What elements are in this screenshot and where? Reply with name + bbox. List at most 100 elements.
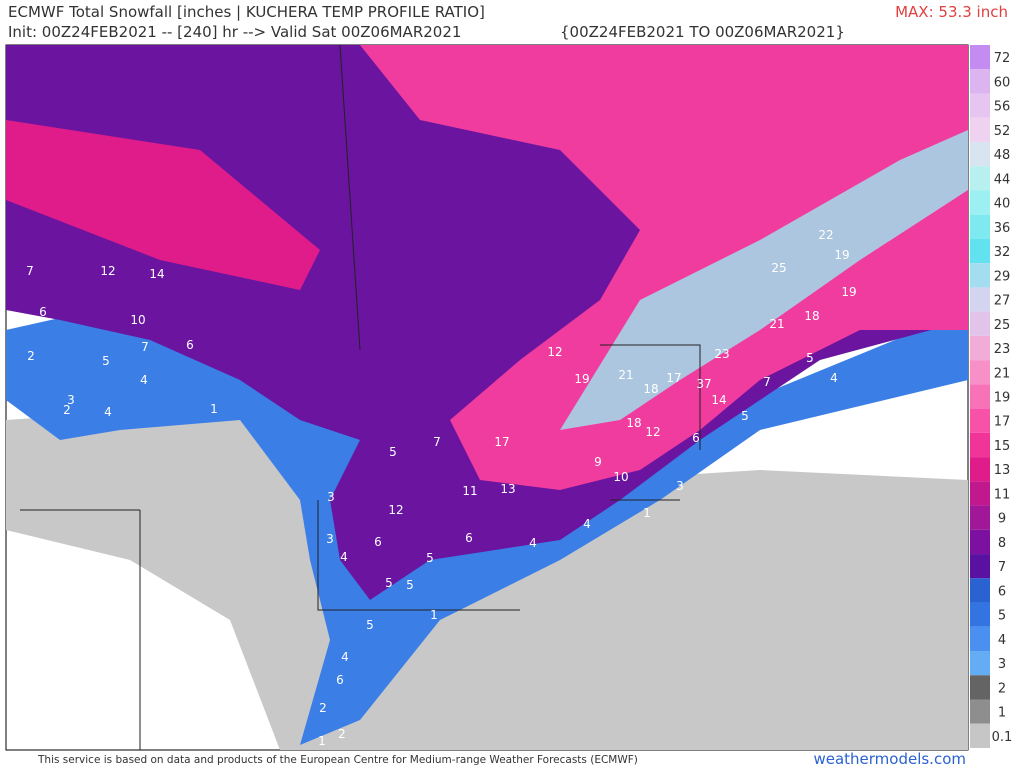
map-label: 21	[769, 317, 784, 331]
colorbar-swatch	[970, 602, 990, 627]
map-label: 1	[643, 506, 651, 520]
colorbar-swatch	[970, 578, 990, 603]
colorbar-label: 6	[998, 584, 1006, 599]
colorbar-label: 1	[998, 706, 1006, 721]
colorbar-label: 17	[994, 415, 1011, 430]
map-label: 4	[830, 371, 838, 385]
colorbar-swatch	[970, 263, 990, 288]
colorbar-swatch	[970, 481, 990, 506]
map-label: 3	[327, 490, 335, 504]
colorbar-label: 36	[994, 221, 1011, 236]
colorbar-label: 52	[994, 124, 1011, 139]
colorbar-label: 5	[998, 609, 1006, 624]
map-label: 6	[374, 535, 382, 549]
map-label: 3	[326, 532, 334, 546]
map-label: 1	[318, 734, 326, 748]
map-label: 6	[39, 305, 47, 319]
colorbar-label: 56	[994, 100, 1011, 115]
colorbar-swatch	[970, 384, 990, 409]
colorbar-label: 15	[994, 439, 1011, 454]
map-label: 4	[140, 373, 148, 387]
map-label: 4	[340, 550, 348, 564]
map-label: 14	[711, 393, 726, 407]
map-label: 6	[465, 531, 473, 545]
colorbar-swatch	[970, 408, 990, 433]
map-label: 21	[618, 368, 633, 382]
extreme-snow-area	[560, 130, 968, 430]
colorbar-swatch	[970, 311, 990, 336]
credit: This service is based on data and produc…	[37, 754, 638, 766]
colorbar-swatch	[970, 190, 990, 215]
map	[5, 44, 969, 751]
map-label: 19	[834, 248, 849, 262]
colorbar-label: 23	[994, 342, 1011, 357]
map-label: 23	[714, 347, 729, 361]
colorbar-swatch	[970, 554, 990, 579]
colorbar-label: 0.1	[992, 730, 1013, 745]
map-label: 18	[804, 309, 819, 323]
map-label: 4	[341, 650, 349, 664]
map-label: 5	[426, 551, 434, 565]
map-label: 6	[186, 338, 194, 352]
colorbar-swatch	[970, 457, 990, 482]
heavy-snow-area-west	[6, 120, 320, 290]
map-label: 12	[100, 264, 115, 278]
map-label: 14	[149, 267, 164, 281]
map-label: 37	[696, 377, 711, 391]
map-label: 19	[574, 372, 589, 386]
colorbar-swatch	[970, 505, 990, 530]
map-label: 18	[643, 382, 658, 396]
map-label: 9	[594, 455, 602, 469]
period: {00Z24FEB2021 TO 00Z06MAR2021}	[560, 23, 845, 41]
colorbar-label: 13	[994, 463, 1011, 478]
title: ECMWF Total Snowfall [inches | KUCHERA T…	[8, 3, 485, 21]
map-label: 4	[529, 536, 537, 550]
map-label: 12	[645, 425, 660, 439]
site[interactable]: weathermodels.com	[813, 750, 966, 768]
colorbar: 7260565248444036322927252321191715131198…	[970, 45, 1012, 748]
map-label: 5	[102, 354, 110, 368]
map-label: 5	[741, 409, 749, 423]
colorbar-swatch	[970, 214, 990, 239]
colorbar-label: 19	[994, 391, 1011, 406]
map-label: 17	[666, 371, 681, 385]
colorbar-label: 4	[998, 633, 1006, 648]
map-label: 7	[26, 264, 34, 278]
max-value: MAX: 53.3 inch	[895, 3, 1008, 21]
colorbar-label: 27	[994, 294, 1011, 309]
map-label: 18	[626, 416, 641, 430]
colorbar-label: 29	[994, 269, 1011, 284]
colorbar-swatch	[970, 166, 990, 191]
map-label: 12	[547, 345, 562, 359]
colorbar-label: 48	[994, 148, 1011, 163]
map-label: 6	[692, 431, 700, 445]
colorbar-swatch	[970, 141, 990, 167]
colorbar-label: 21	[994, 366, 1011, 381]
colorbar-label: 44	[994, 172, 1011, 187]
colorbar-label: 11	[994, 487, 1011, 502]
map-label: 2	[63, 403, 71, 417]
colorbar-swatch	[970, 238, 990, 264]
map-label: 10	[130, 313, 145, 327]
colorbar-swatch	[970, 675, 990, 700]
colorbar-swatch	[970, 287, 990, 312]
map-label: 3	[67, 393, 75, 407]
colorbar-swatch	[970, 69, 990, 94]
map-label: 1	[430, 608, 438, 622]
colorbar-label: 72	[994, 51, 1011, 66]
map-label: 22	[818, 228, 833, 242]
map-label: 3	[676, 479, 684, 493]
colorbar-label: 7	[998, 560, 1006, 575]
colorbar-label: 32	[994, 245, 1011, 260]
colorbar-label: 2	[998, 681, 1006, 696]
map-label: 5	[406, 578, 414, 592]
map-label: 2	[319, 701, 327, 715]
colorbar-swatch	[970, 360, 990, 385]
colorbar-label: 9	[998, 512, 1006, 527]
colorbar-label: 60	[994, 75, 1011, 90]
map-label: 4	[104, 405, 112, 419]
map-label: 6	[336, 673, 344, 687]
colorbar-label: 3	[998, 657, 1006, 672]
